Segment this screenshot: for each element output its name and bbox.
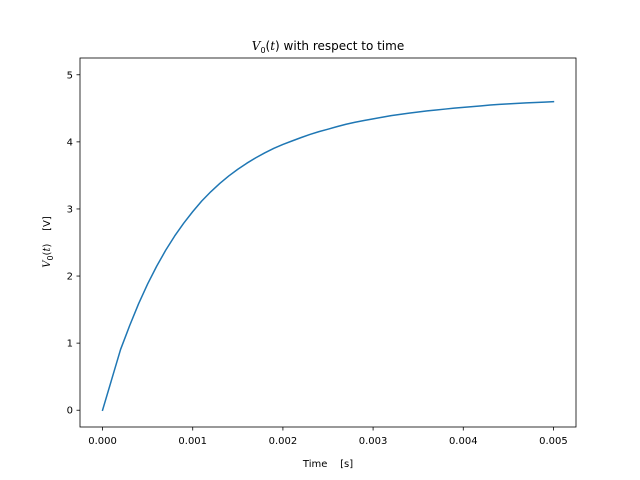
y-tick-label: 3	[67, 204, 73, 215]
series-layer	[101, 100, 555, 412]
plot-area-frame	[79, 57, 577, 428]
y-tick-label: 0	[67, 406, 73, 417]
chart-title: V0(t) with respect to time	[252, 39, 404, 55]
y-tick-label: 1	[67, 339, 73, 350]
x-tick-label: 0.000	[88, 436, 117, 447]
x-axis-ticks: 0.000 0.001 0.002 0.003 0.004 0.005	[88, 427, 568, 447]
x-tick-label: 0.005	[539, 436, 568, 447]
x-tick-label: 0.004	[449, 436, 478, 447]
y-tick-label: 4	[67, 137, 73, 148]
x-tick-label: 0.003	[359, 436, 388, 447]
y-axis-label: V0(t) [V]	[42, 216, 55, 268]
y-tick-label: 5	[67, 70, 73, 81]
y-tick-label: 2	[67, 272, 73, 283]
x-tick-label: 0.001	[178, 436, 207, 447]
x-axis-label: Time [s]	[302, 459, 353, 470]
y-axis-ticks: 0 1 2 3 4 5	[67, 70, 80, 417]
x-tick-label: 0.002	[269, 436, 298, 447]
series-line	[101, 100, 555, 412]
